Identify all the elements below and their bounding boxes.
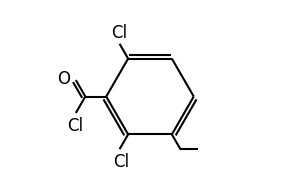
Text: Cl: Cl xyxy=(67,117,83,135)
Text: O: O xyxy=(57,70,70,88)
Text: Cl: Cl xyxy=(112,24,127,42)
Text: Cl: Cl xyxy=(113,153,130,171)
